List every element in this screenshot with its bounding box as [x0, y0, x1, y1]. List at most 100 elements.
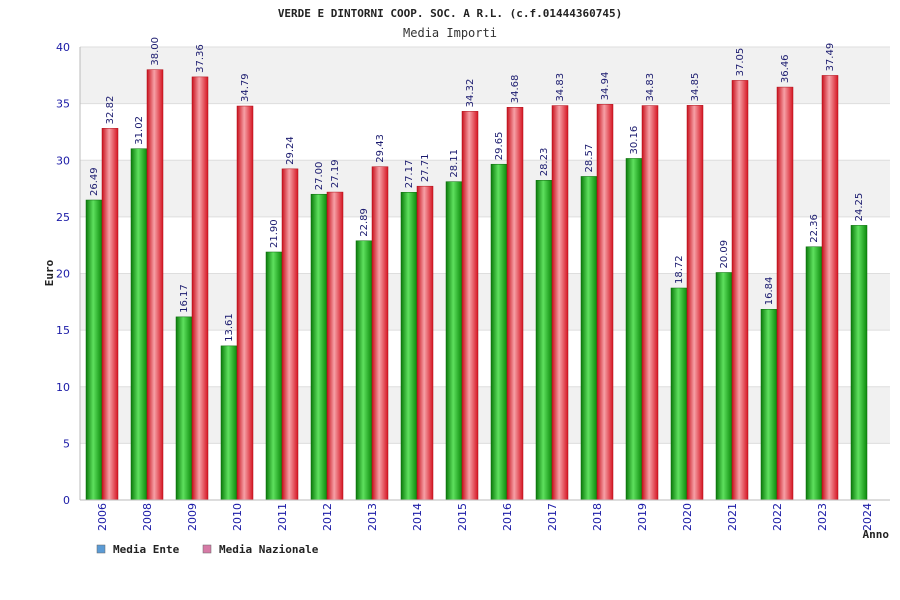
bar-media-ente-2009 — [175, 316, 193, 501]
x-tick-label: 2008 — [141, 503, 154, 531]
x-axis-ticks: 2006 2008 2009 2010 2011 2012 2013 2014 2015 2016… — [96, 503, 874, 531]
data-label: 38.00 — [150, 37, 161, 66]
bar-media-ente-2018 — [580, 176, 598, 501]
x-tick-label: 2020 — [681, 503, 694, 531]
bar-media-ente-2019 — [625, 158, 643, 501]
data-label: 37.36 — [195, 44, 206, 73]
bar-media-ente-2008 — [130, 148, 148, 501]
bar-media-nazionale-2015 — [461, 111, 479, 501]
data-label: 37.49 — [825, 43, 836, 72]
data-label: 28.11 — [449, 149, 460, 178]
data-label: 29.65 — [494, 132, 505, 161]
data-label: 26.49 — [89, 167, 100, 196]
data-label: 29.24 — [285, 136, 296, 165]
bar-media-nazionale-2022 — [776, 86, 794, 501]
data-label: 16.17 — [179, 284, 190, 313]
bar-media-ente-2011 — [265, 251, 283, 501]
bar-media-nazionale-2011 — [281, 168, 299, 501]
data-label: 34.68 — [510, 75, 521, 104]
legend: Media Ente Media Nazionale — [96, 543, 319, 556]
legend-swatch-media-ente — [96, 544, 106, 554]
data-label: 27.71 — [420, 154, 431, 183]
data-label: 20.09 — [719, 240, 730, 269]
bar-media-nazionale-2016 — [506, 106, 524, 501]
data-label: 34.83 — [555, 73, 566, 102]
bar-media-ente-2010 — [220, 345, 238, 501]
y-axis-ticks: 0 5 10 15 20 25 30 35 40 — [56, 41, 70, 507]
data-label: 34.79 — [240, 73, 251, 102]
legend-label-media-ente: Media Ente — [113, 543, 180, 556]
data-label: 27.00 — [314, 162, 325, 191]
bar-media-ente-2014 — [400, 192, 418, 501]
bar-media-ente-2015 — [445, 181, 463, 501]
bar-media-nazionale-2017 — [551, 105, 569, 501]
bar-media-ente-2017 — [535, 180, 553, 501]
bar-media-nazionale-2012 — [326, 191, 344, 501]
y-tick-label: 20 — [56, 268, 70, 281]
x-tick-label: 2009 — [186, 503, 199, 531]
y-tick-label: 0 — [63, 494, 70, 507]
legend-label-media-nazionale: Media Nazionale — [219, 543, 319, 556]
data-label: 21.90 — [269, 219, 280, 248]
y-tick-label: 5 — [63, 437, 70, 450]
data-label: 36.46 — [780, 54, 791, 83]
data-label: 34.94 — [600, 72, 611, 101]
chart-subtitle: Media Importi — [403, 26, 497, 40]
x-tick-label: 2023 — [816, 503, 829, 531]
x-tick-label: 2011 — [276, 503, 289, 531]
data-label: 28.57 — [584, 144, 595, 173]
y-tick-label: 40 — [56, 41, 70, 54]
x-tick-label: 2019 — [636, 503, 649, 531]
x-tick-label: 2016 — [501, 503, 514, 531]
bar-media-nazionale-2006 — [101, 128, 119, 501]
plot-band — [80, 103, 890, 161]
x-tick-label: 2015 — [456, 503, 469, 531]
bar-media-ente-2006 — [85, 199, 103, 501]
x-tick-label: 2010 — [231, 503, 244, 531]
bar-media-ente-2013 — [355, 240, 373, 501]
bar-media-nazionale-2023 — [821, 75, 839, 501]
data-label: 24.25 — [854, 193, 865, 222]
data-label: 22.36 — [809, 214, 820, 243]
y-tick-label: 25 — [56, 211, 70, 224]
bar-media-nazionale-2013 — [371, 166, 389, 501]
data-label: 27.19 — [330, 159, 341, 188]
y-axis-label: Euro — [43, 259, 56, 286]
bar-media-ente-2016 — [490, 163, 508, 501]
y-tick-label: 35 — [56, 98, 70, 111]
x-tick-label: 2024 — [861, 503, 874, 531]
data-label: 30.16 — [629, 126, 640, 155]
bar-media-nazionale-2008 — [146, 69, 164, 501]
bar-media-nazionale-2018 — [596, 104, 614, 501]
bar-media-nazionale-2020 — [686, 105, 704, 501]
bar-media-ente-2012 — [310, 193, 328, 501]
data-label: 34.85 — [690, 73, 701, 102]
chart-title: VERDE E DINTORNI COOP. SOC. A R.L. (c.f.… — [278, 7, 622, 20]
data-label: 28.23 — [539, 148, 550, 177]
plot-background — [80, 47, 890, 500]
x-tick-label: 2018 — [591, 503, 604, 531]
data-label: 32.82 — [105, 96, 116, 125]
bar-media-ente-2022 — [760, 309, 778, 501]
data-label: 27.17 — [404, 160, 415, 189]
x-tick-label: 2022 — [771, 503, 784, 531]
bar-media-ente-2024 — [850, 225, 868, 501]
x-tick-label: 2012 — [321, 503, 334, 531]
bar-media-ente-2023 — [805, 246, 823, 501]
data-label: 16.84 — [764, 277, 775, 306]
plot-band — [80, 216, 890, 274]
plot-band — [80, 386, 890, 444]
plot-band — [80, 160, 890, 217]
data-label: 34.83 — [645, 73, 656, 102]
legend-swatch-media-nazionale — [202, 544, 212, 554]
bar-media-nazionale-2021 — [731, 80, 749, 501]
data-label: 37.05 — [735, 48, 746, 77]
data-label: 31.02 — [134, 116, 145, 145]
bar-media-ente-2020 — [670, 287, 688, 501]
bar-media-nazionale-2009 — [191, 76, 209, 501]
x-axis-label: Anno — [863, 528, 890, 541]
data-label: 34.32 — [465, 79, 476, 108]
y-tick-label: 30 — [56, 154, 70, 167]
data-label: 29.43 — [375, 134, 386, 163]
